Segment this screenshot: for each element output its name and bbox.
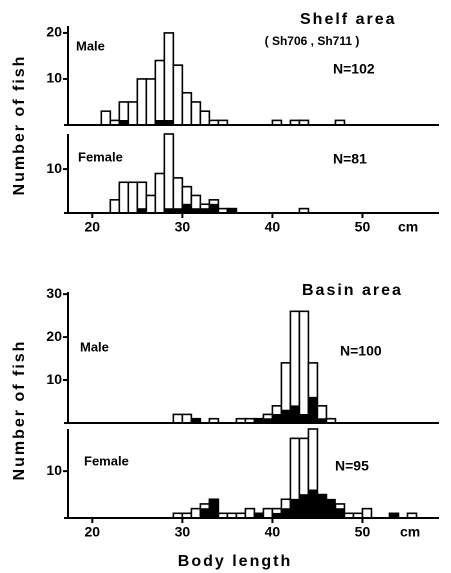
sample-size: N=95: [335, 458, 369, 474]
area-title: Shelf area: [300, 11, 396, 28]
filled-bar: [208, 498, 219, 519]
open-bar: [172, 64, 184, 126]
x-unit: cm: [400, 524, 420, 540]
y-tick-label: 10: [46, 70, 62, 86]
area-title: Basin area: [302, 282, 403, 299]
x-tick-label: 50: [355, 219, 371, 235]
filled-bar: [290, 405, 300, 424]
panel-label: Male: [80, 339, 109, 354]
y-tick-label: 30: [46, 285, 62, 301]
open-bar: [163, 133, 175, 214]
x-unit: cm: [398, 219, 418, 235]
x-tick-label: 40: [265, 219, 281, 235]
open-bar: [100, 110, 112, 126]
open-bar: [118, 181, 130, 214]
filled-bar: [208, 203, 219, 214]
open-bar: [127, 181, 139, 214]
x-tick-label: 20: [85, 524, 101, 540]
open-bar: [199, 110, 211, 126]
open-bar: [145, 78, 157, 126]
filled-bar: [272, 414, 282, 424]
open-bar: [127, 101, 139, 126]
x-tick-label: 50: [355, 524, 371, 540]
filled-bar: [326, 498, 336, 519]
x-tick-label: 30: [175, 219, 191, 235]
open-bar: [154, 59, 166, 126]
open-bar: [298, 310, 310, 424]
panel-label: Female: [84, 453, 129, 468]
open-bar: [109, 199, 121, 214]
filled-bar: [299, 414, 309, 424]
filled-bar: [290, 498, 300, 519]
open-bar: [262, 507, 274, 519]
filled-bar: [308, 489, 318, 519]
sample-size: N=102: [333, 61, 375, 77]
filled-bar: [335, 508, 345, 519]
x-tick-label: 40: [265, 524, 281, 540]
y-tick-label: 10: [46, 462, 62, 478]
open-bar: [361, 507, 373, 519]
filled-bar: [317, 494, 327, 519]
open-bar: [172, 177, 184, 214]
open-bar: [154, 172, 166, 214]
y-tick-label: 10: [46, 371, 62, 387]
open-bar: [190, 507, 202, 519]
panel-label: Male: [76, 38, 105, 53]
filled-bar: [308, 396, 318, 424]
open-bar: [145, 194, 157, 214]
open-bar: [181, 413, 193, 424]
sample-size: N=81: [333, 151, 367, 167]
x-axis-label: Body length: [178, 553, 292, 570]
open-bar: [163, 32, 175, 126]
sample-size: N=100: [340, 343, 382, 359]
y-tick-label: 20: [46, 24, 62, 40]
y-axis-label: Number of fish: [11, 55, 28, 196]
open-bar: [181, 91, 193, 126]
filled-bar: [299, 494, 309, 519]
x-tick-label: 30: [175, 524, 191, 540]
area-subtitle: ( Sh706 , Sh711 ): [265, 34, 360, 48]
filled-bar: [181, 203, 192, 214]
filled-bar: [199, 508, 210, 519]
open-bar: [136, 78, 148, 126]
filled-bar: [281, 409, 291, 424]
y-tick-label: 10: [46, 160, 62, 176]
filled-bar: [281, 508, 291, 519]
panel-label: Female: [78, 149, 123, 164]
y-tick-label: 20: [46, 328, 62, 344]
open-bar: [190, 101, 202, 126]
x-tick-label: 20: [85, 219, 101, 235]
open-bar: [172, 413, 184, 424]
open-bar: [244, 507, 256, 519]
y-axis-label: Number of fish: [11, 340, 28, 481]
